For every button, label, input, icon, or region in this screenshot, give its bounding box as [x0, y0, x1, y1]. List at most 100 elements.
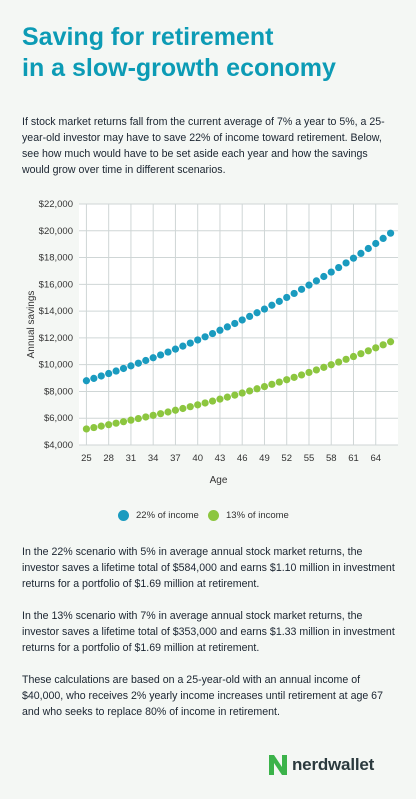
- data-point-series-1: [349, 254, 358, 262]
- data-point-series-2: [134, 414, 142, 423]
- data-point-series-2: [357, 350, 365, 358]
- data-point-series-1: [312, 277, 320, 285]
- data-point-series-2: [97, 422, 105, 430]
- data-point-series-2: [364, 347, 372, 355]
- y-axis-label: Annual savings: [26, 291, 37, 359]
- data-point-series-1: [112, 367, 120, 375]
- legend-dot-22: [118, 510, 129, 521]
- x-tick-label: 28: [103, 453, 114, 464]
- data-point-series-1: [105, 369, 113, 378]
- data-point-series-1: [142, 356, 150, 365]
- page-title: Saving for retirement in a slow-growth e…: [22, 22, 402, 84]
- legend-label-22: 22% of income: [136, 510, 199, 521]
- x-tick-label: 64: [370, 453, 381, 464]
- x-tick-label: 40: [192, 453, 203, 464]
- legend-item-13: 13% of income: [208, 510, 289, 521]
- data-point-series-1: [223, 323, 231, 331]
- nerdwallet-logo: nerdwallet: [268, 754, 374, 776]
- y-tick-label: $10,000: [39, 360, 73, 371]
- x-tick-label: 34: [148, 453, 159, 464]
- data-point-series-2: [297, 371, 306, 379]
- data-point-series-2: [142, 413, 150, 421]
- data-point-series-1: [201, 333, 209, 341]
- data-point-series-2: [312, 366, 320, 374]
- logo-text: nerdwallet: [292, 755, 375, 774]
- data-point-series-1: [238, 316, 246, 324]
- data-point-series-1: [186, 339, 194, 347]
- chart-legend: 22% of income 13% of income: [0, 510, 416, 526]
- data-point-series-2: [327, 361, 335, 369]
- data-point-series-2: [290, 373, 298, 381]
- data-point-series-1: [134, 359, 142, 367]
- data-point-series-2: [208, 397, 217, 405]
- paragraph-22-scenario: In the 22% scenario with 5% in average a…: [22, 546, 395, 590]
- x-tick-label: 37: [170, 453, 181, 464]
- y-tick-label: $16,000: [39, 279, 73, 290]
- data-point-series-2: [372, 344, 380, 352]
- x-tick-label: 52: [281, 453, 292, 464]
- data-point-series-2: [201, 399, 209, 407]
- data-point-series-2: [283, 376, 291, 384]
- data-point-series-1: [82, 377, 91, 385]
- x-tick-label: 49: [259, 453, 270, 464]
- data-point-series-2: [194, 401, 202, 409]
- data-point-series-2: [105, 421, 113, 429]
- data-point-series-1: [386, 229, 395, 237]
- data-point-series-1: [335, 263, 343, 272]
- data-point-series-2: [379, 341, 387, 349]
- data-point-series-1: [208, 329, 217, 338]
- title-line-1: Saving for retirement: [22, 23, 274, 51]
- x-tick-label: 61: [348, 453, 359, 464]
- data-point-series-1: [194, 336, 202, 344]
- data-point-series-1: [379, 234, 387, 242]
- data-point-series-1: [283, 293, 291, 302]
- data-point-series-1: [364, 244, 372, 253]
- x-tick-label: 58: [326, 453, 337, 464]
- legend-dot-13: [208, 510, 219, 521]
- data-point-series-2: [349, 352, 358, 361]
- data-point-series-2: [149, 411, 157, 419]
- data-point-series-2: [335, 358, 343, 366]
- legend-label-13: 13% of income: [226, 510, 289, 521]
- data-point-series-2: [82, 425, 91, 433]
- data-point-series-1: [320, 272, 328, 281]
- data-point-series-1: [149, 354, 157, 362]
- data-point-series-1: [119, 364, 128, 373]
- y-tick-label: $4,000: [44, 440, 73, 451]
- data-point-series-1: [179, 342, 187, 350]
- data-point-series-2: [171, 406, 180, 414]
- data-point-series-1: [290, 289, 298, 298]
- data-point-series-2: [260, 382, 269, 391]
- data-point-series-2: [216, 395, 224, 403]
- data-point-series-2: [164, 408, 172, 416]
- data-point-series-1: [246, 312, 254, 321]
- data-point-series-2: [90, 423, 98, 432]
- paragraph-assumptions: These calculations are based on a 25-yea…: [22, 674, 383, 718]
- data-point-series-1: [342, 259, 350, 267]
- y-tick-label: $8,000: [44, 386, 73, 397]
- y-tick-label: $18,000: [39, 253, 73, 264]
- x-axis-label: Age: [210, 475, 228, 486]
- x-tick-label: 25: [81, 453, 92, 464]
- data-point-series-2: [157, 410, 165, 418]
- data-point-series-2: [246, 387, 254, 395]
- data-point-series-2: [231, 391, 239, 399]
- data-point-series-1: [268, 301, 276, 309]
- intro-paragraph: If stock market returns fall from the cu…: [22, 116, 385, 176]
- data-point-series-2: [320, 363, 328, 371]
- data-point-series-1: [157, 351, 165, 359]
- data-point-series-2: [119, 418, 128, 426]
- data-point-series-1: [90, 374, 98, 382]
- data-point-series-2: [268, 380, 276, 388]
- data-point-series-2: [305, 368, 313, 377]
- data-point-series-1: [275, 297, 283, 305]
- y-tick-label: $14,000: [39, 306, 73, 317]
- y-tick-label: $20,000: [39, 226, 73, 237]
- data-point-series-2: [342, 355, 350, 363]
- data-point-series-2: [112, 419, 120, 427]
- data-point-series-1: [216, 326, 224, 334]
- x-tick-label: 46: [237, 453, 248, 464]
- data-point-series-1: [127, 362, 135, 370]
- data-point-series-2: [127, 416, 135, 424]
- data-point-series-1: [231, 319, 239, 328]
